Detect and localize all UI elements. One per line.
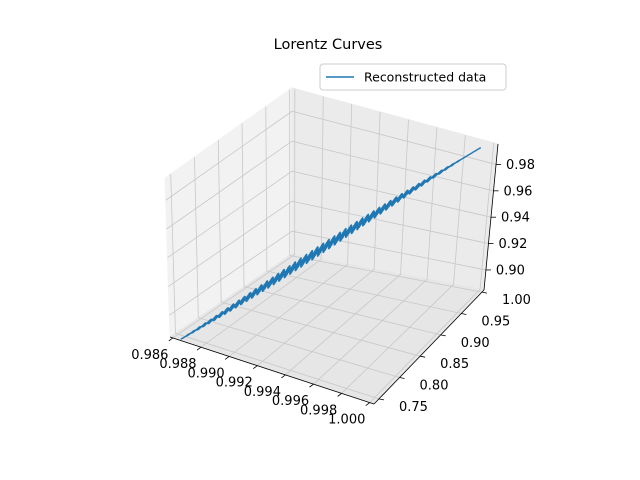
chart-title: Lorentz Curves (274, 37, 383, 53)
y-tick-label: 0.75 (399, 400, 428, 415)
x-tick (196, 346, 202, 351)
x-grid-line (228, 104, 353, 357)
x-tick (281, 374, 286, 379)
z-grid-line (168, 200, 489, 287)
y-axis-line (373, 289, 485, 405)
x-grid-line (200, 96, 324, 348)
y-grid-line (241, 123, 441, 336)
x-tick (309, 383, 314, 388)
z-tick-label: 0.94 (501, 211, 530, 226)
x-axis-line (169, 336, 375, 405)
x-grid-line (369, 142, 495, 403)
z-grid-line (167, 170, 492, 259)
x-grid-line (341, 135, 466, 394)
y-tick (420, 355, 426, 358)
y-tick-label: 0.85 (440, 357, 469, 372)
x-tick (365, 402, 371, 406)
x-tick-label: 1.000 (328, 413, 365, 428)
y-grid-line (265, 106, 462, 314)
z-tick-label: 0.90 (496, 263, 525, 278)
y-tick (378, 398, 385, 401)
tick-marks (168, 164, 502, 406)
x-tick-label: 0.990 (187, 366, 224, 381)
y-tick (399, 377, 405, 379)
z-tick-label: 0.98 (506, 158, 535, 173)
x-grid-line (285, 119, 409, 376)
y-grid-line (289, 89, 483, 293)
x-tick-label: 0.998 (300, 403, 337, 418)
y-tick (440, 334, 446, 337)
x-tick (168, 337, 174, 342)
z-grid-line (165, 110, 497, 201)
legend-label: Reconstructed data (364, 70, 486, 85)
legend-frame (319, 63, 507, 91)
legend: Reconstructed data (319, 63, 507, 91)
x-tick-label: 0.992 (216, 376, 253, 391)
z-tick-label: 0.96 (504, 184, 533, 199)
x-tick (224, 356, 230, 360)
y-tick-label: 1.00 (502, 293, 531, 308)
y-grid-line (217, 140, 421, 357)
y-tick (461, 313, 467, 315)
x-tick-label: 0.986 (131, 348, 168, 363)
x-grid-line (172, 88, 296, 339)
z-tick-label: 0.92 (498, 237, 527, 252)
x-tick-label: 0.996 (272, 394, 309, 409)
x-tick (337, 393, 342, 397)
data-series (180, 146, 482, 340)
x-tick-label: 0.994 (244, 385, 281, 400)
y-tick (481, 291, 488, 294)
y-tick-label: 0.95 (481, 314, 510, 329)
x-tick (252, 365, 258, 369)
x-tick-label: 0.988 (159, 357, 196, 372)
z-grid-line (166, 140, 494, 230)
y-grid-line (194, 157, 400, 378)
series-line-reconstructed-data (180, 146, 482, 340)
y-grid-line (170, 173, 380, 400)
x-grid-line (256, 111, 381, 366)
z-grid-line (169, 230, 487, 316)
tick-labels: 0.9860.9880.9900.9920.9940.9960.9981.000… (131, 158, 535, 428)
y-tick-label: 0.80 (420, 379, 449, 394)
y-tick-label: 0.90 (461, 336, 490, 351)
grid-lines (165, 88, 497, 403)
